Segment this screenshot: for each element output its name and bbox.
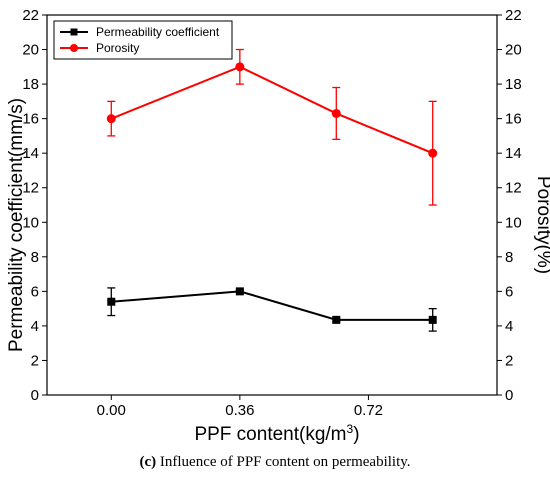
series-porosity <box>106 48 438 206</box>
series-layer <box>106 48 438 332</box>
legend: Permeability coefficient Porosity <box>53 20 233 60</box>
y-tick-label-left: 4 <box>31 318 39 335</box>
y-tick-label-left: 18 <box>22 76 39 93</box>
x-axis: 0.00 0.36 0.72 <box>97 395 383 419</box>
legend-marker-permeability <box>70 28 78 36</box>
right-y-axis: 0 2 4 6 8 10 12 14 16 18 20 22 <box>497 7 522 404</box>
y-tick-label-right: 4 <box>505 318 513 335</box>
y-tick-label-left: 0 <box>31 387 39 404</box>
plot-frame <box>46 14 498 396</box>
legend-label-permeability: Permeability coefficient <box>96 25 220 39</box>
y-tick-label-right: 18 <box>505 76 522 93</box>
y-axis-title-right: Porosity(%) <box>533 176 550 274</box>
data-point <box>235 62 245 72</box>
y-tick-label-right: 8 <box>505 249 513 266</box>
series-line <box>110 65 434 155</box>
y-tick-label-left: 16 <box>22 111 39 128</box>
y-tick-label-right: 0 <box>505 387 513 404</box>
series-permeability <box>107 287 437 332</box>
y-tick-label-left: 2 <box>31 352 39 369</box>
y-tick-label-left: 12 <box>22 180 39 197</box>
data-point <box>428 315 437 324</box>
caption-label: (c) <box>139 454 157 470</box>
y-tick-label-left: 14 <box>22 145 39 162</box>
y-tick-label-right: 14 <box>505 145 522 162</box>
y-tick-label-left: 20 <box>22 42 39 59</box>
y-tick-label-right: 22 <box>505 7 522 24</box>
legend-label-porosity: Porosity <box>96 41 139 55</box>
y-tick-label-right: 20 <box>505 42 522 59</box>
x-axis-title-superscript: 3 <box>347 422 354 436</box>
data-point <box>331 108 341 118</box>
x-axis-title-main: PPF content(kg/m <box>194 424 346 445</box>
figure-caption: (c) Influence of PPF content on permeabi… <box>0 454 550 471</box>
plot-border <box>46 14 498 396</box>
data-point <box>235 287 244 296</box>
x-tick-label: 0.36 <box>225 402 254 419</box>
data-point <box>107 297 116 306</box>
y-tick-label-left: 6 <box>31 283 39 300</box>
y-tick-label-right: 6 <box>505 283 513 300</box>
y-axis-title-left: Permeability coefficient(mm/s) <box>6 98 27 352</box>
x-tick-label: 0.72 <box>354 402 383 419</box>
y-tick-label-right: 12 <box>505 180 522 197</box>
y-tick-label-right: 16 <box>505 111 522 128</box>
y-tick-label-left: 10 <box>22 214 39 231</box>
series-line <box>111 290 433 321</box>
left-y-axis: 0 2 4 6 8 10 12 14 16 18 20 22 <box>22 7 47 404</box>
y-tick-label-right: 10 <box>505 214 522 231</box>
x-tick-label: 0.00 <box>97 402 126 419</box>
y-tick-label-left: 22 <box>22 7 39 24</box>
data-point <box>428 148 438 158</box>
x-axis-title-close: ) <box>353 424 359 445</box>
y-tick-label-left: 8 <box>31 249 39 266</box>
x-axis-title: PPF content(kg/m3) <box>194 422 359 445</box>
y-tick-label-right: 2 <box>505 352 513 369</box>
data-point <box>332 315 341 324</box>
data-point <box>106 114 116 124</box>
legend-box <box>53 20 233 60</box>
legend-marker-porosity <box>70 44 78 52</box>
caption-text: Influence of PPF content on permeability… <box>156 454 411 470</box>
